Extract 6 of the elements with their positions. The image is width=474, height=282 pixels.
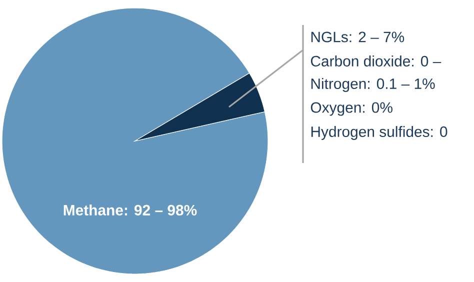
text: NGLs: 2 – 7% bbox=[311, 32, 404, 42]
text: Carbon dioxide: 0 – bbox=[310, 56, 442, 66]
slice-label: Methane: 92 – 98% bbox=[64, 204, 197, 216]
text: Nitrogen: 0.1 – 1% bbox=[311, 78, 435, 92]
text: Oxygen: 0% bbox=[310, 102, 392, 116]
text: Hydrogen sulfides: 0 bbox=[311, 126, 448, 140]
